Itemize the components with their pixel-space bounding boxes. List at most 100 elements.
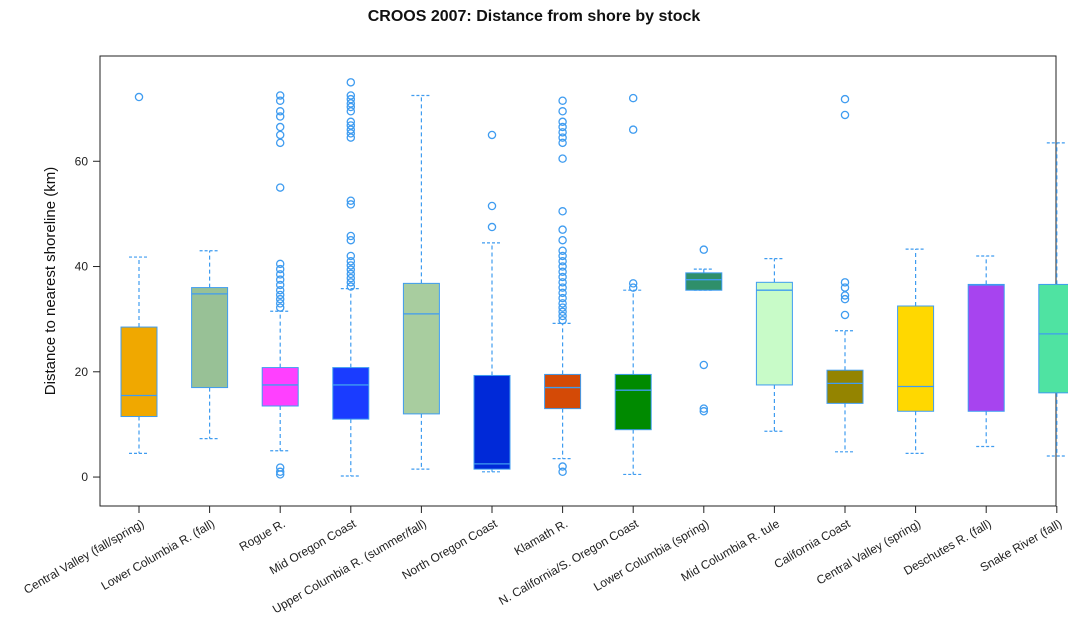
box-group [614,93,652,476]
outlier-point [275,290,285,300]
outlier-point [558,235,567,245]
outlier-point [134,92,144,102]
outlier-point [699,407,709,416]
box [685,272,723,291]
box [1038,283,1068,394]
outlier-point [558,278,567,287]
outlier-point [346,251,356,261]
box-group [332,78,370,477]
box-group [544,96,582,477]
outlier-point [346,78,356,87]
outlier-point [487,130,497,140]
outlier-point [558,96,567,105]
outlier-point [558,288,567,298]
outlier-point [628,279,638,288]
outlier-point [346,125,356,134]
box-group [755,258,793,432]
outlier-point [558,246,567,255]
outlier-point [275,463,285,472]
box [402,282,440,415]
outlier-point [346,196,356,205]
outlier-point [558,251,567,261]
outlier-point [558,257,567,266]
outlier-point [346,94,356,104]
box [897,305,935,412]
outlier-point [487,222,497,232]
outlier-point [558,207,567,216]
outlier-point [346,133,356,142]
box-group [120,92,158,454]
x-tick-label: N. California/S. Oregon Coast [496,516,641,608]
outlier-point [558,225,567,234]
outlier-point [558,117,567,127]
x-axis: Central Valley (fall/spring)Lower Columb… [21,506,1064,616]
box [473,374,511,470]
outlier-point [275,264,285,274]
box [120,326,158,418]
outlier-point [840,294,850,304]
box [261,367,299,407]
y-tick-label: 20 [75,365,89,379]
outlier-point [275,285,285,295]
outlier-point [699,404,709,413]
x-tick-label: Klamath R. [512,516,570,558]
outlier-point [558,267,567,277]
outlier-point [346,129,356,138]
outlier-point [346,265,356,274]
chart-title: CROOS 2007: Distance from shore by stock [367,8,701,25]
outlier-point [558,299,567,308]
outlier-point [840,310,850,320]
outlier-point [275,112,285,121]
outlier-point [346,200,356,209]
box-group [897,248,935,454]
outlier-point [558,293,567,303]
y-tick-label: 40 [75,260,89,274]
box-group [685,245,723,416]
outlier-point [346,231,356,241]
x-tick-label: Rogue R. [237,516,288,553]
outlier-point [840,278,850,287]
box-group [191,250,229,440]
outlier-point [275,130,285,140]
x-tick-label: Lower Columbia (spring) [591,516,711,593]
outlier-point [840,110,850,120]
outlier-point [558,303,567,312]
plot-frame [99,55,1057,507]
x-tick-label: Lower Columbia R. (fall) [99,516,217,592]
outlier-point [275,91,285,100]
outlier-point [558,107,567,116]
outlier-point [558,467,567,477]
outlier-point [558,462,567,471]
box [826,369,864,404]
box-group [1038,142,1068,457]
outlier-point [346,278,356,287]
outlier-point [275,467,285,477]
outlier-point [275,107,285,116]
box [191,287,229,389]
outlier-point [558,283,567,292]
outlier-point [840,283,850,292]
y-axis-label: Distance to nearest shoreline (km) [42,167,59,395]
outlier-point [558,138,567,148]
box [755,281,793,386]
outlier-point [558,133,567,142]
outlier-point [628,125,638,134]
box-group [826,94,864,453]
outlier-point [558,154,567,163]
outlier-point [346,257,356,266]
outlier-point [275,280,285,290]
outlier-point [346,269,356,279]
outlier-point [346,99,356,108]
outlier-point [346,117,356,127]
outlier-point [840,291,850,300]
box [967,283,1005,412]
x-tick-label: Central Valley (fall/spring) [21,516,146,596]
outlier-point [346,91,356,100]
outlier-point [558,315,567,325]
outlier-point [346,261,356,270]
outlier-point [275,270,285,279]
outlier-point [346,102,356,112]
y-axis: 0 20 40 60 [75,154,100,484]
box-group [967,255,1005,448]
